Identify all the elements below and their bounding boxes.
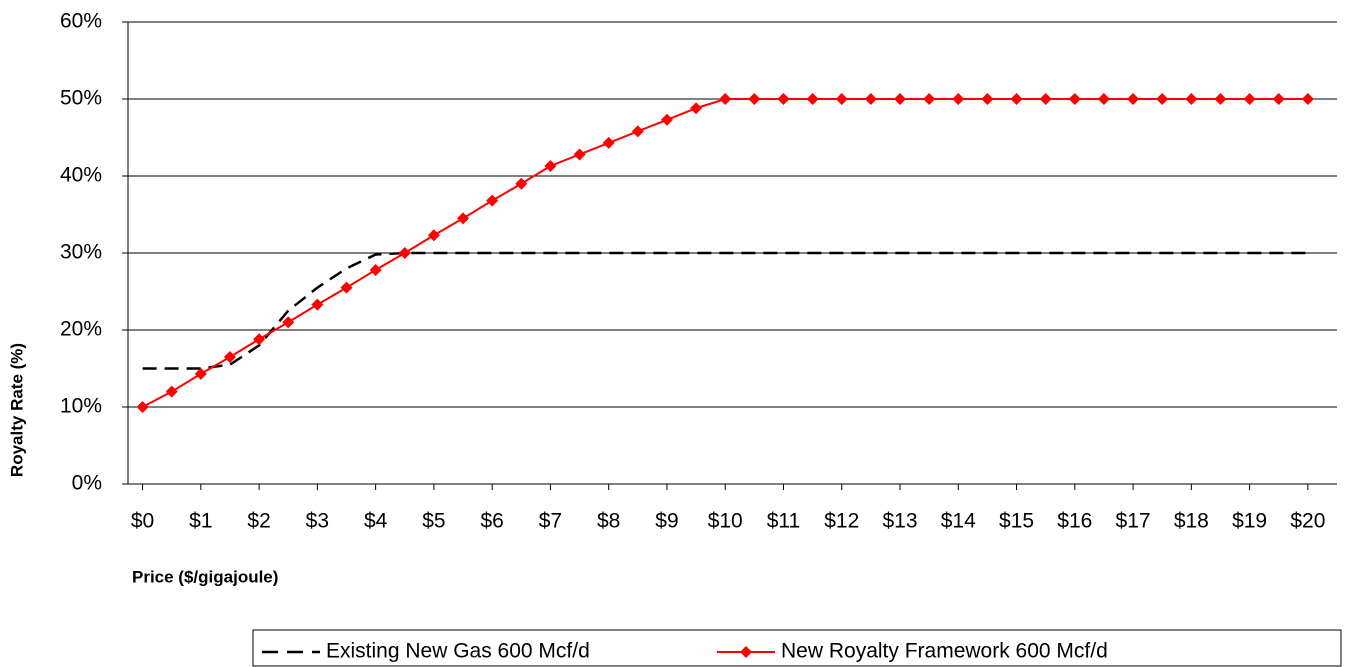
x-tick-label: $7 [539, 510, 562, 533]
x-tick-label: $9 [655, 510, 678, 533]
point [165, 385, 178, 398]
point [253, 333, 266, 346]
point [1097, 93, 1110, 105]
x-tick-label: $2 [247, 510, 270, 533]
legend-label: New Royalty Framework 600 Mcf/d [781, 640, 1108, 663]
point [864, 93, 877, 105]
point [923, 93, 936, 105]
x-tick-label: $16 [1057, 510, 1092, 533]
point [311, 298, 324, 311]
point [1301, 93, 1314, 105]
legend-box [252, 629, 1342, 667]
x-tick-label: $15 [999, 510, 1034, 533]
y-tick-label: 50% [60, 87, 102, 110]
point [136, 401, 149, 413]
x-tick-label: $1 [189, 510, 212, 533]
x-tick-label: $13 [882, 510, 917, 533]
y-tick-label: 10% [60, 395, 102, 418]
point [748, 93, 761, 105]
legend-marker [740, 646, 752, 658]
point [1156, 93, 1169, 105]
point [457, 212, 470, 225]
x-tick-label: $17 [1116, 510, 1151, 533]
point [835, 93, 848, 105]
point [806, 93, 819, 105]
x-tick-label: $3 [306, 510, 329, 533]
point [777, 93, 790, 105]
point [369, 263, 382, 276]
series-line [142, 251, 1308, 370]
x-tick-label: $18 [1174, 510, 1209, 533]
x-tick-label: $10 [708, 510, 743, 533]
x-tick-label: $6 [480, 510, 503, 533]
point [1127, 93, 1140, 105]
x-tick-label: $20 [1290, 510, 1325, 533]
point [515, 177, 528, 190]
y-tick-label: 30% [60, 241, 102, 264]
x-tick-label: $0 [131, 510, 154, 533]
y-axis-label: Royalty Rate (%) [7, 343, 26, 477]
point [981, 93, 994, 105]
point [894, 93, 907, 105]
x-tick-label: $5 [422, 510, 445, 533]
x-tick-label: $14 [941, 510, 976, 533]
point [690, 102, 703, 115]
point [427, 229, 440, 242]
point [486, 194, 499, 207]
point [631, 125, 644, 138]
x-tick-label: $12 [824, 510, 859, 533]
point [194, 367, 207, 380]
x-tick-label: $4 [364, 510, 388, 533]
legend-label: Existing New Gas 600 Mcf/d [326, 640, 590, 663]
point [1243, 93, 1256, 105]
point [602, 136, 615, 149]
x-tick-label: $19 [1232, 510, 1267, 533]
point [1068, 93, 1081, 105]
point [1039, 93, 1052, 105]
y-tick-label: 60% [60, 10, 102, 33]
y-tick-label: 0% [72, 472, 102, 495]
y-tick-label: 40% [60, 164, 102, 187]
x-tick-label: $8 [597, 510, 620, 533]
point [340, 281, 353, 294]
point [544, 159, 557, 172]
point [573, 148, 586, 161]
point [223, 350, 236, 363]
point [1272, 93, 1285, 105]
point [952, 93, 965, 105]
point [1185, 93, 1198, 105]
point [1214, 93, 1227, 105]
point [719, 93, 732, 105]
y-tick-label: 20% [60, 318, 102, 341]
x-axis-label: Price ($/gigajoule) [132, 567, 278, 586]
point [398, 247, 411, 259]
point [282, 316, 295, 329]
point [1010, 93, 1023, 105]
x-tick-label: $11 [767, 510, 800, 533]
point [660, 113, 673, 126]
